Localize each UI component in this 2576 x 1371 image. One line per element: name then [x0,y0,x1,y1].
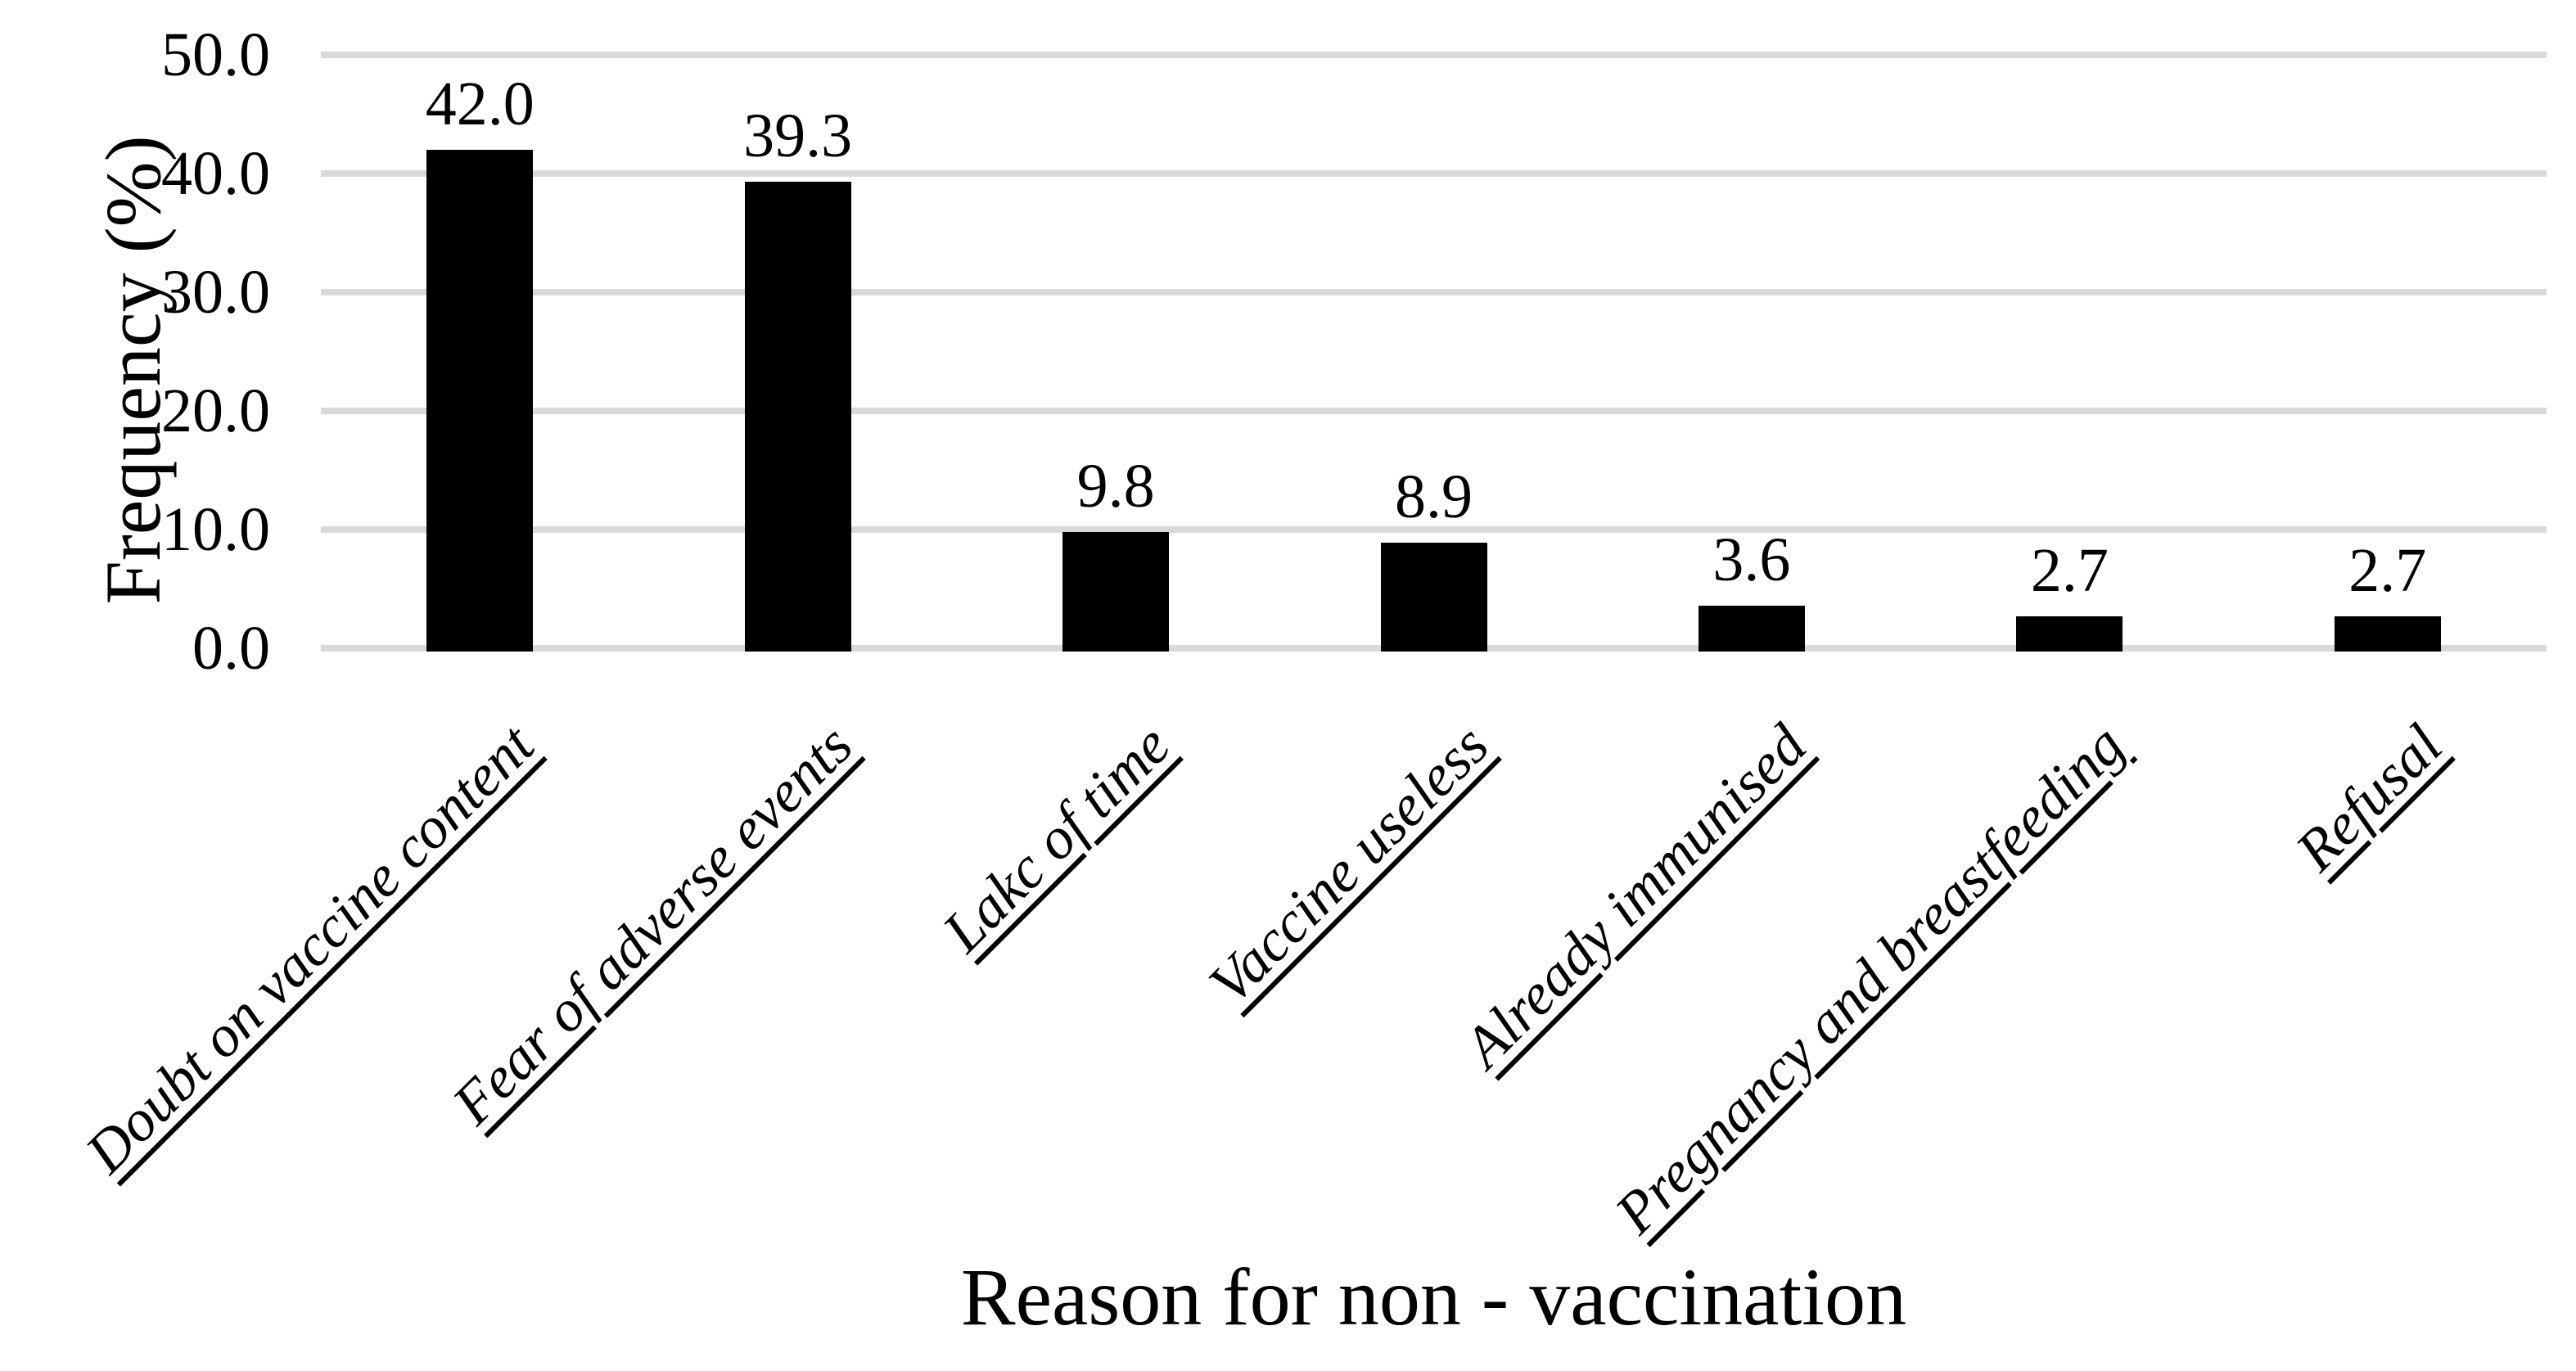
gridline [321,170,2547,177]
y-tick-label: 50.0 [161,20,270,89]
bar-value-label: 3.6 [1712,525,1791,594]
gridline [321,289,2547,295]
bar [2334,616,2441,652]
y-tick-label: 20.0 [161,377,270,445]
category-label: Pregnancy and breastfeeding [1602,712,2136,1247]
gridline [321,52,2547,58]
bar-value-label: 2.7 [2348,535,2427,605]
bar [2016,616,2123,652]
bar-value-label: 9.8 [1076,451,1155,521]
bar-value-label: 8.9 [1395,462,1473,531]
bar [1062,531,1170,652]
bar [744,182,851,652]
category-label: Already immunised [1450,712,1819,1080]
plot-area: 42.0 39.3 9.8 8.9 3.6 2.7 2.7 [321,52,2547,652]
y-tick-label: 0.0 [192,614,270,683]
bar-value-label: 42.0 [425,70,535,138]
gridline [321,408,2547,414]
y-tick-label: 10.0 [161,495,270,564]
gridline [321,526,2547,533]
bar [1380,542,1487,652]
category-label: Refusal [2283,712,2455,884]
bar [426,150,534,652]
category-label: Lakc of time [930,712,1183,965]
bar-value-label: 2.7 [2030,535,2109,605]
bar-value-label: 39.3 [743,101,853,171]
x-axis-title: Reason for non - vaccination [960,1251,1907,1342]
y-tick-label: 40.0 [161,139,270,208]
y-tick-label: 30.0 [161,258,270,327]
category-label: Vaccine useless [1196,712,1501,1017]
bar [1698,605,1805,652]
